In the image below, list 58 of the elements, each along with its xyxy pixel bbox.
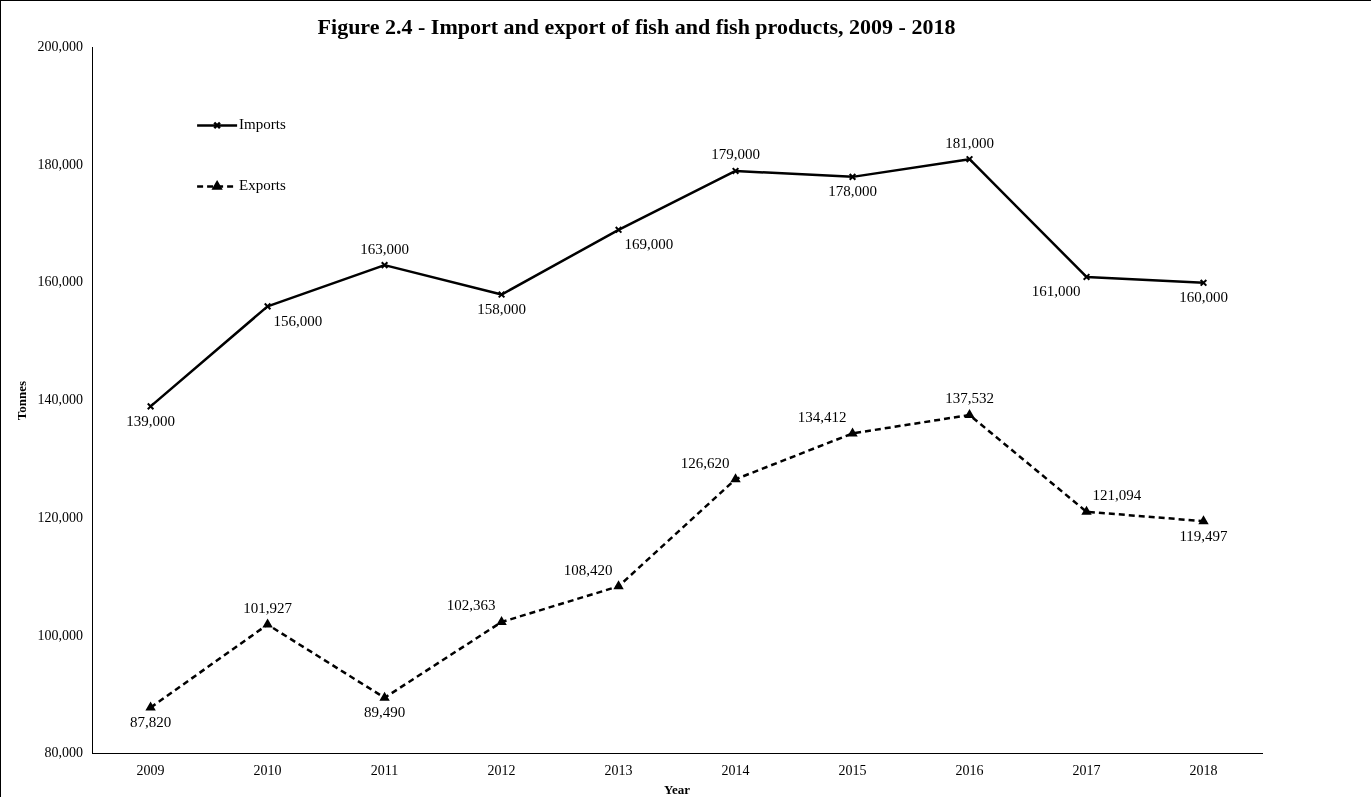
point: [146, 702, 156, 711]
point: [263, 619, 273, 628]
data-label: 87,820: [129, 714, 172, 731]
x-axis-title: Year: [664, 781, 691, 797]
y-tick-label: 100,000: [37, 627, 84, 643]
point: [1199, 516, 1208, 525]
data-label: 178,000: [828, 183, 877, 200]
data-label: 169,000: [624, 236, 674, 253]
data-label: 119,497: [1179, 527, 1229, 544]
y-tick-label: 140,000: [37, 392, 84, 408]
data-label: 163,000: [360, 240, 409, 257]
point: [497, 616, 507, 625]
x-tick-label: 2018: [1189, 762, 1218, 778]
data-label: 108,420: [563, 561, 613, 578]
data-label: 134,412: [797, 408, 847, 425]
x-tick-label: 2017: [1072, 762, 1101, 778]
y-tick-label: 160,000: [37, 274, 84, 290]
x-tick-label: 2013: [604, 762, 633, 778]
y-axis-title: Tonnes: [14, 380, 30, 421]
x-tick-label: 2009: [136, 762, 165, 778]
data-label: 179,000: [711, 146, 760, 163]
data-label: 158,000: [477, 301, 526, 318]
point: [848, 428, 857, 437]
legend-label: Imports: [239, 116, 286, 133]
data-label: 181,000: [945, 134, 994, 151]
y-tick-label: 180,000: [37, 156, 84, 172]
point: [380, 692, 390, 701]
data-label: 137,532: [945, 390, 994, 407]
y-tick-label: 80,000: [44, 745, 84, 761]
data-label: 89,490: [363, 704, 406, 721]
chart-title: Figure 2.4 - Import and export of fish and fish products, 2009 - 2018: [317, 13, 956, 39]
data-label: 121,094: [1092, 487, 1142, 504]
point: [614, 581, 624, 590]
point: [1199, 278, 1208, 287]
x-tick-label: 2010: [253, 762, 282, 778]
point: [848, 173, 857, 181]
point: [965, 410, 974, 419]
x-tick-label: 2015: [838, 762, 867, 778]
data-label: 156,000: [273, 312, 323, 329]
data-label: 102,363: [446, 597, 496, 614]
point: [731, 474, 741, 483]
point: [1082, 506, 1091, 515]
data-label: 160,000: [1179, 289, 1228, 306]
legend-label: Exports: [239, 177, 286, 194]
x-tick-label: 2012: [487, 762, 516, 778]
data-label: 101,927: [243, 600, 293, 616]
x-tick-label: 2016: [955, 762, 984, 778]
x-tick-label: 2011: [370, 762, 399, 778]
point: [965, 155, 974, 164]
data-label: 139,000: [126, 412, 175, 429]
y-tick-label: 120,000: [37, 509, 84, 525]
point: [263, 302, 272, 311]
point: [497, 290, 506, 299]
y-tick-label: 200,000: [37, 39, 84, 55]
data-label: 126,620: [680, 454, 730, 471]
data-label: 161,000: [1031, 283, 1081, 300]
point: [614, 226, 623, 234]
x-tick-label: 2014: [721, 762, 750, 778]
